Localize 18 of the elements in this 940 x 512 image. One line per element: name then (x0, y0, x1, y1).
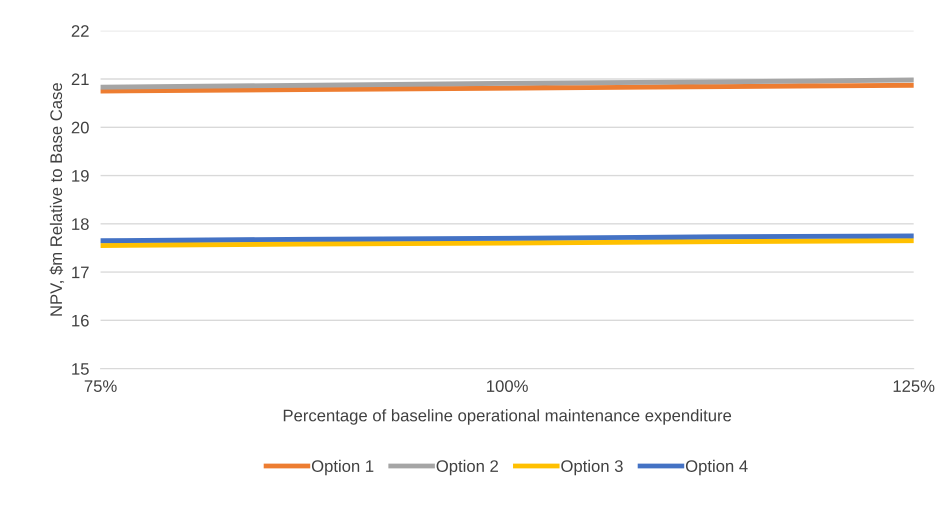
y-tick-label: 22 (72, 25, 89, 37)
y-tick-label: 20 (72, 122, 89, 134)
y-tick-label: 16 (72, 314, 89, 327)
x-tick-label: 75% (84, 380, 117, 392)
line-series (100, 78, 914, 90)
y-tick-label: 19 (72, 170, 89, 182)
y-tick-label: 17 (72, 266, 89, 278)
legend-label: Option 4 (686, 460, 748, 476)
x-axis-title: Percentage of baseline operational maintenance expenditure (284, 409, 732, 425)
x-tick-label: 100% (487, 380, 528, 392)
legend-label: Option 2 (436, 460, 498, 476)
y-axis-title: NPV, $m Relative to Base Case (50, 83, 64, 316)
y-tick-label: 15 (72, 363, 89, 375)
y-tick-label: 18 (72, 218, 89, 230)
x-tick-label: 125% (894, 380, 934, 392)
y-tick-label: 21 (72, 73, 89, 86)
legend-label: Option 3 (561, 460, 623, 476)
legend-label: Option 1 (312, 460, 374, 476)
